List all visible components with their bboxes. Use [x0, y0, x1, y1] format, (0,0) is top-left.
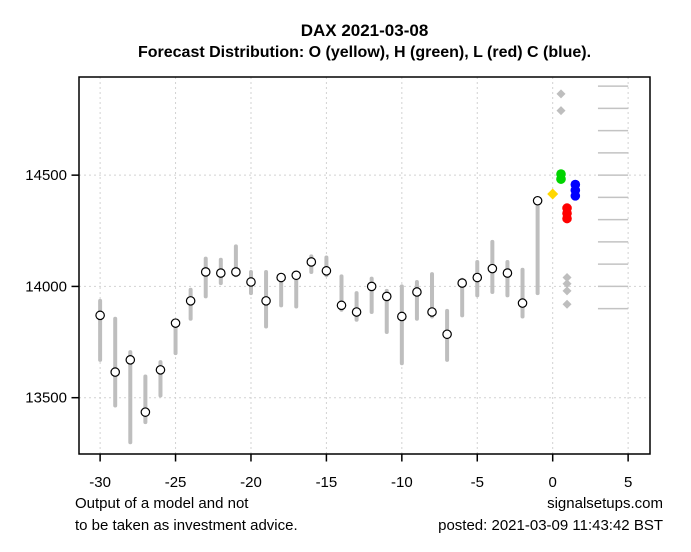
close-marker	[457, 278, 467, 288]
right-scale-lines-group	[597, 85, 629, 310]
outlier-forecast-point	[562, 273, 572, 283]
x-axis-tick-label: -15	[316, 474, 338, 491]
y-axis-group: 13500 14000 14500	[25, 167, 79, 407]
outlier-forecast-point	[562, 286, 572, 296]
outlier-forecast-point	[556, 106, 566, 116]
close-marker	[397, 311, 407, 322]
close-marker	[155, 365, 166, 375]
outlier-points-group	[556, 89, 572, 309]
close-marker	[412, 287, 422, 297]
close-marker	[442, 329, 452, 340]
outlier-forecast-point	[562, 279, 572, 289]
posted-timestamp: posted: 2021-03-09 11:43:42 BST	[438, 517, 663, 534]
price-bars-group	[98, 196, 540, 445]
close-marker	[125, 355, 136, 365]
close-marker	[517, 298, 528, 308]
disclaimer-line-2: to be taken as investment advice.	[75, 517, 298, 534]
outlier-forecast-point	[562, 299, 572, 309]
close-marker	[381, 291, 392, 302]
x-axis-tick-label: 0	[549, 474, 557, 491]
forecast-low-point	[562, 213, 572, 224]
forecast-open-point	[547, 188, 559, 200]
site-name: signalsetups.com	[547, 495, 663, 512]
x-axis-tick-label: -10	[391, 474, 413, 491]
forecast-points-group	[547, 169, 581, 224]
x-axis-tick-label: -20	[240, 474, 262, 491]
y-axis-tick-label: 14500	[25, 167, 67, 184]
close-marker	[276, 272, 286, 283]
close-marker	[532, 195, 543, 206]
x-axis-tick-label: 5	[624, 474, 632, 491]
close-marker	[110, 367, 121, 377]
close-marker	[321, 266, 332, 276]
grid-lines-group	[79, 77, 650, 454]
close-marker	[200, 267, 211, 277]
chart-title: DAX 2021-03-08	[300, 21, 429, 40]
close-marker	[336, 300, 347, 311]
close-marker	[427, 307, 437, 317]
disclaimer-line-1: Output of a model and not	[75, 495, 249, 512]
close-marker	[366, 281, 377, 292]
close-marker	[95, 310, 105, 321]
y-axis-tick-label: 13500	[25, 390, 67, 407]
close-marker	[472, 272, 483, 283]
chart-title-block: DAX 2021-03-08 Forecast Distribution: O …	[79, 20, 650, 64]
chart-subtitle: Forecast Distribution: O (yellow), H (gr…	[137, 44, 592, 61]
forecast-close-point	[570, 191, 581, 201]
plot-border	[78, 76, 651, 455]
x-axis-tick-label: -30	[89, 474, 111, 491]
y-axis-tick-label: 14000	[25, 278, 67, 295]
close-marker	[351, 307, 362, 317]
close-marker	[306, 257, 317, 267]
close-marker	[487, 263, 498, 274]
outlier-forecast-point	[556, 89, 566, 99]
x-axis-tick-label: -5	[471, 474, 484, 491]
close-markers-group	[95, 195, 543, 417]
forecast-high-point	[556, 174, 566, 184]
x-axis-tick-label: -25	[165, 474, 187, 491]
close-marker	[231, 267, 241, 277]
close-marker	[291, 270, 302, 281]
attribution-text: signalsetups.com posted: 2021-03-09 11:4…	[438, 493, 663, 537]
close-marker	[170, 318, 181, 328]
close-marker	[140, 407, 151, 417]
close-marker	[261, 296, 271, 306]
x-axis-group: -30 -25 -20 -15 -10 -5 0 5	[89, 454, 632, 491]
close-marker	[185, 296, 196, 306]
close-marker	[246, 277, 256, 287]
disclaimer-text: Output of a model and not to be taken as…	[75, 493, 298, 537]
close-marker	[502, 268, 513, 278]
close-marker	[216, 268, 226, 278]
